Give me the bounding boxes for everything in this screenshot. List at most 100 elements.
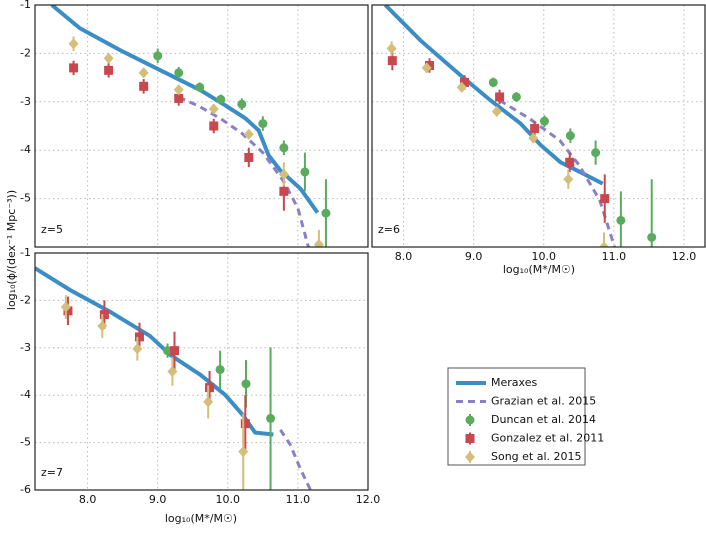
data-point (63, 306, 73, 316)
y-tick-label: -6 (20, 483, 31, 496)
data-point (321, 208, 331, 218)
data-point (421, 62, 432, 74)
data-point (215, 365, 225, 375)
data-point (258, 119, 268, 129)
series-line (35, 266, 274, 437)
x-tick-label: 11.0 (286, 493, 311, 506)
y-tick-label: -2 (20, 293, 31, 306)
data-point (99, 310, 109, 320)
data-point (300, 167, 310, 177)
data-point (216, 94, 226, 104)
data-point (530, 123, 540, 133)
panel-label: z=5 (41, 223, 63, 236)
data-point (208, 103, 219, 115)
y-axis-label: log₁₀(ϕ/(dex⁻¹ Mpc⁻³)) (5, 190, 18, 310)
legend-label: Meraxes (491, 376, 537, 389)
data-point (313, 239, 324, 247)
legend-label: Song et al. 2015 (491, 450, 582, 463)
data-point (170, 346, 180, 356)
data-point (238, 446, 249, 458)
data-point (244, 152, 254, 162)
data-point (205, 383, 215, 393)
data-point (565, 131, 575, 141)
data-point (488, 77, 498, 87)
data-point (647, 232, 657, 242)
data-point (153, 51, 163, 61)
y-tick-label: -4 (20, 143, 31, 156)
series-line (279, 428, 312, 490)
data-point (279, 186, 289, 196)
x-tick-label: 8.0 (395, 250, 413, 263)
y-tick-label: -1 (20, 0, 31, 11)
data-point (240, 419, 250, 429)
data-point (599, 241, 610, 247)
series-line (50, 5, 320, 214)
panel-label: z=6 (378, 223, 400, 236)
data-point (600, 194, 610, 204)
x-axis-label: log₁₀(M*/M☉) (503, 263, 575, 276)
data-point (167, 366, 178, 377)
y-tick-label: -5 (20, 192, 31, 205)
data-point (511, 92, 521, 102)
data-point (528, 132, 539, 144)
data-point (563, 173, 574, 185)
y-tick-label: -1 (20, 246, 31, 259)
data-point (203, 396, 214, 408)
data-point (591, 148, 601, 158)
legend-symbol (465, 451, 475, 463)
data-point (616, 215, 626, 225)
y-tick-label: -5 (20, 436, 31, 449)
series-line (178, 95, 310, 247)
x-tick-label: 9.0 (149, 493, 167, 506)
data-point (278, 168, 289, 180)
legend-symbol (465, 434, 475, 443)
data-point (69, 63, 79, 73)
data-point (565, 157, 575, 167)
data-point (60, 301, 71, 313)
data-point (103, 52, 114, 64)
data-point (237, 99, 247, 109)
plot-frame (34, 4, 369, 248)
data-point (134, 332, 144, 342)
plot-frame (371, 4, 706, 248)
x-tick-label: 8.0 (79, 493, 97, 506)
data-point (266, 413, 276, 423)
data-point (456, 81, 467, 93)
panel-label: z=7 (41, 466, 63, 479)
y-tick-label: -4 (20, 388, 31, 401)
data-point (209, 121, 219, 131)
data-point (104, 65, 114, 75)
data-point (132, 343, 143, 355)
legend-label: Duncan et al. 2014 (491, 413, 596, 426)
plot-area (50, 5, 331, 247)
legend-symbol (465, 415, 475, 425)
x-axis-label: log₁₀(M*/M☉) (165, 512, 237, 525)
x-tick-label: 12.0 (356, 493, 381, 506)
data-point (139, 81, 149, 91)
legend-label: Gonzalez et al. 2011 (491, 432, 604, 445)
y-tick-label: -3 (20, 95, 31, 108)
data-point (279, 143, 289, 153)
legend-label: Grazian et al. 2015 (491, 395, 596, 408)
x-tick-label: 10.0 (532, 250, 557, 263)
y-tick-label: -2 (20, 46, 31, 59)
x-tick-label: 11.0 (602, 250, 627, 263)
plot-area (383, 5, 657, 247)
data-point (539, 116, 549, 126)
data-point (243, 128, 254, 140)
data-point (424, 61, 434, 70)
x-tick-label: 12.0 (672, 250, 697, 263)
data-point (174, 93, 184, 103)
x-tick-label: 10.0 (216, 493, 241, 506)
data-point (162, 346, 172, 356)
data-point (173, 84, 184, 96)
y-tick-label: -3 (20, 341, 31, 354)
data-point (241, 379, 251, 389)
x-tick-label: 9.0 (465, 250, 483, 263)
plot-frame (34, 252, 369, 491)
data-point (387, 56, 397, 66)
data-point (97, 320, 108, 332)
series-line (383, 5, 604, 186)
data-point (138, 67, 149, 79)
